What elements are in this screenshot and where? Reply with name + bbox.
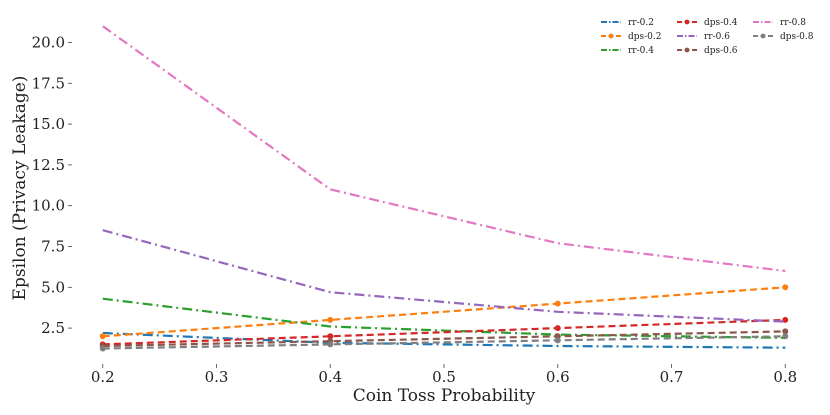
legend-label-dps-0.6: dps-0.6 bbox=[704, 46, 738, 56]
legend-label-rr-0.6: rr-0.6 bbox=[704, 32, 730, 42]
y-tick-label-15-0: 15.0 bbox=[32, 115, 65, 133]
x-tick-label-0-6: 0.6 bbox=[546, 368, 570, 386]
series-line-rr-0.2 bbox=[102, 331, 786, 349]
legend-label-dps-0.2: dps-0.2 bbox=[628, 32, 662, 42]
legend-label-dps-0.4: dps-0.4 bbox=[704, 18, 738, 28]
y-tick-label-20-0: 20.0 bbox=[32, 33, 65, 51]
y-tick-label-10-0: 10.0 bbox=[32, 197, 65, 215]
legend-marker-dps-0.6 bbox=[684, 47, 690, 53]
legend-label-rr-0.4: rr-0.4 bbox=[628, 46, 654, 56]
y-axis-label: Epsilon (Privacy Leakage) bbox=[10, 76, 30, 301]
series-line-dps-0.6 bbox=[102, 330, 786, 348]
data-point-dps-0.4-1 bbox=[327, 333, 334, 340]
x-tick-label-0-8: 0.8 bbox=[773, 368, 797, 386]
data-point-dps-0.6-3 bbox=[782, 328, 789, 335]
y-tick-label-17-5: 17.5 bbox=[32, 74, 65, 92]
series-line-rr-0.6 bbox=[102, 229, 786, 323]
y-tick-label-7-5: 7.5 bbox=[41, 237, 65, 255]
series-layer bbox=[99, 25, 789, 352]
series-line-rr-0.8 bbox=[102, 25, 786, 273]
legend-marker-dps-0.4 bbox=[684, 19, 690, 25]
y-tick-label-5-0: 5.0 bbox=[41, 278, 65, 296]
data-point-dps-0.4-2 bbox=[554, 325, 561, 332]
data-point-dps-0.8-2 bbox=[554, 337, 561, 344]
legend-marker-dps-0.2 bbox=[608, 33, 614, 39]
x-tick-label-0-5: 0.5 bbox=[432, 368, 456, 386]
data-point-dps-0.8-1 bbox=[327, 341, 334, 348]
legend-label-dps-0.8: dps-0.8 bbox=[780, 32, 814, 42]
legend-label-rr-0.2: rr-0.2 bbox=[628, 18, 654, 28]
legend-marker-dps-0.8 bbox=[760, 33, 766, 39]
data-point-dps-0.8-0 bbox=[99, 345, 106, 352]
data-point-dps-0.8-3 bbox=[782, 333, 789, 340]
x-tick-label-0-4: 0.4 bbox=[318, 368, 342, 386]
x-tick-label-0-7: 0.7 bbox=[660, 368, 684, 386]
data-point-dps-0.2-3 bbox=[782, 284, 789, 291]
series-line-dps-0.4 bbox=[102, 318, 786, 346]
y-tick-label-2-5: 2.5 bbox=[41, 319, 65, 337]
data-point-dps-0.2-1 bbox=[327, 316, 334, 323]
data-point-dps-0.2-2 bbox=[554, 300, 561, 307]
x-tick-label-0-3: 0.3 bbox=[205, 368, 229, 386]
data-point-dps-0.4-3 bbox=[782, 316, 789, 323]
data-point-dps-0.2-0 bbox=[99, 333, 106, 340]
y-tick-label-12-5: 12.5 bbox=[32, 156, 65, 174]
series-line-dps-0.8 bbox=[102, 335, 786, 350]
legend-label-rr-0.8: rr-0.8 bbox=[780, 18, 806, 28]
legend: rr-0.2 dps-0.2 rr-0.4 dps-0.4 rr-0.6 dps-0.6 r… bbox=[601, 18, 814, 56]
series-line-dps-0.2 bbox=[102, 286, 786, 338]
x-axis-ticks: 0.2 0.3 0.4 0.5 0.6 0.7 0.8 bbox=[91, 364, 797, 386]
y-axis-ticks: 2.5 5.0 7.5 10.0 12.5 15.0 17.5 20.0 bbox=[32, 33, 72, 337]
x-axis-label: Coin Toss Probability bbox=[353, 386, 536, 406]
series-line-rr-0.4 bbox=[102, 297, 786, 339]
x-tick-label-0-2: 0.2 bbox=[91, 368, 115, 386]
